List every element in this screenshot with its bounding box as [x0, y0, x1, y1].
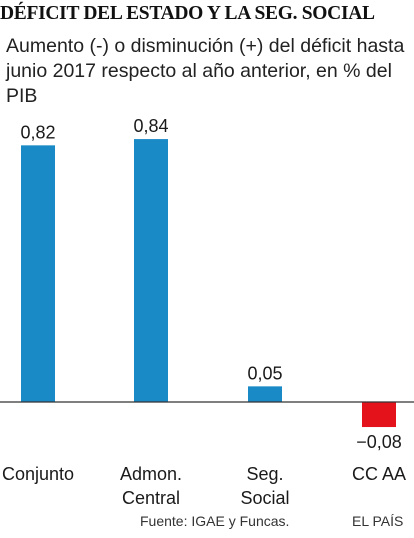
publisher-credit: EL PAÍS [352, 513, 404, 529]
bar-3 [362, 402, 396, 428]
value-label-3: −0,08 [356, 432, 402, 452]
bar-1 [134, 139, 168, 402]
chart-title: DÉFICIT DEL ESTADO Y LA SEG. SOCIAL [0, 3, 375, 24]
value-label-2: 0,05 [247, 363, 282, 383]
category-label-0: Conjunto [2, 464, 74, 484]
value-label-0: 0,82 [20, 122, 55, 142]
bar-0 [21, 145, 55, 402]
category-label-3: CC AA [352, 464, 406, 484]
category-label-2: Seg. Social [240, 464, 289, 508]
category-label-1: Admon. Central [120, 464, 182, 508]
chart-subtitle: Aumento (-) o disminución (+) del défici… [6, 35, 405, 107]
value-label-1: 0,84 [133, 116, 168, 136]
source-note: Fuente: IGAE y Funcas. [140, 513, 290, 529]
bar-2 [248, 386, 282, 402]
